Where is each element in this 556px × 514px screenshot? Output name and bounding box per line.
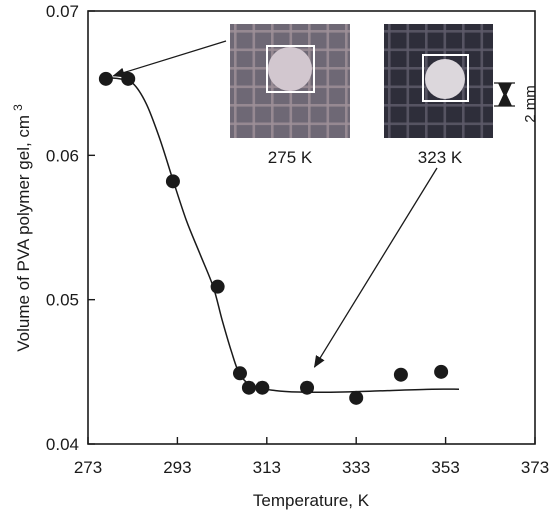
- scale-bar-2mm: [494, 82, 515, 107]
- inset-label-323k: 323 K: [418, 148, 463, 167]
- data-point: [98, 71, 113, 86]
- photo-grid-line: [230, 30, 350, 33]
- gel-sample: [425, 59, 465, 99]
- fit-curve-layer: [101, 76, 460, 393]
- arrow-to-275k-point: [112, 40, 227, 78]
- y-tick-label: 0.04: [46, 435, 79, 454]
- y-axis-title: Volume of PVA polymer gel, cm 3: [11, 104, 33, 352]
- data-point: [210, 279, 225, 294]
- gel-sample: [268, 47, 312, 91]
- sample-highlight-box: [422, 54, 469, 102]
- photo-grid-line: [480, 24, 484, 138]
- photo-grid-line: [384, 30, 493, 33]
- photo-grid-line: [384, 122, 493, 126]
- x-tick-label: 353: [431, 458, 459, 477]
- plot-frame: [87, 10, 536, 445]
- photo-grid-line: [384, 48, 493, 52]
- photo-grid-line: [345, 24, 348, 138]
- x-axis-title: Temperature, K: [253, 491, 370, 510]
- y-tick-label: 0.06: [46, 146, 79, 165]
- axis-ticks: 273 293 313 333 353 373 0.04 0.05 0.06 0.07: [46, 2, 549, 477]
- x-tick-label: 273: [74, 458, 102, 477]
- fit-curve: [101, 76, 460, 393]
- photo-grid-line: [234, 24, 237, 138]
- data-point: [121, 71, 136, 86]
- y-tick-label: 0.05: [46, 291, 79, 310]
- x-tick-label: 373: [521, 458, 549, 477]
- sample-highlight-box: [266, 45, 315, 93]
- photo-grid-line: [388, 24, 391, 138]
- photo-grid-line: [326, 24, 330, 138]
- photo-grid-line: [230, 104, 350, 107]
- data-point: [434, 364, 449, 379]
- y-axis-title-superscript: 3: [11, 104, 25, 111]
- data-point: [393, 367, 408, 382]
- data-point: [241, 380, 256, 395]
- x-tick-label: 333: [342, 458, 370, 477]
- inset-photo-275k: [230, 24, 350, 138]
- inset-label-275k: 275 K: [268, 148, 313, 167]
- y-tick-label: 0.07: [46, 2, 79, 21]
- x-tick-label: 313: [253, 458, 281, 477]
- inset-photo-323k: [384, 24, 493, 138]
- photo-grid-line: [384, 104, 493, 107]
- photo-grid-line: [252, 24, 256, 138]
- data-points-layer: [98, 71, 449, 405]
- photo-grid-line: [308, 24, 311, 138]
- scale-bar-label: 2 mm: [522, 85, 539, 123]
- data-point: [165, 174, 180, 189]
- data-point: [232, 366, 247, 381]
- data-point: [300, 380, 315, 395]
- data-point: [255, 380, 270, 395]
- photo-grid-line: [406, 24, 410, 138]
- x-tick-label: 293: [163, 458, 191, 477]
- photo-grid-line: [230, 122, 350, 126]
- y-axis-title-text: Volume of PVA polymer gel, cm: [14, 115, 33, 352]
- data-point: [349, 390, 364, 405]
- arrow-to-323k-point: [313, 167, 438, 368]
